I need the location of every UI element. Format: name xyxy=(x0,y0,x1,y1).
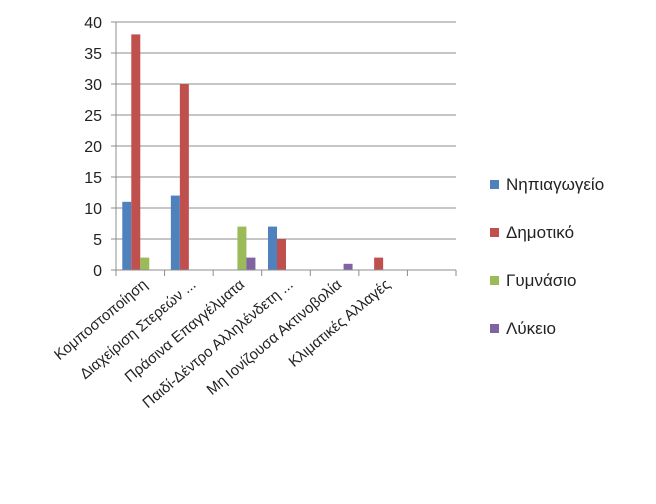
y-tick-label: 5 xyxy=(93,232,102,249)
y-tick-label: 0 xyxy=(93,263,102,280)
legend-swatch xyxy=(490,180,499,189)
bar xyxy=(170,195,180,270)
bar xyxy=(131,34,141,271)
legend-swatch xyxy=(490,228,499,237)
bar xyxy=(268,226,277,270)
bar xyxy=(374,257,384,270)
bar xyxy=(277,239,286,270)
y-tick-label: 30 xyxy=(84,77,102,94)
legend-swatch xyxy=(490,324,499,333)
bar xyxy=(237,226,247,270)
bar xyxy=(122,201,132,270)
bar xyxy=(140,257,150,270)
bars xyxy=(122,34,384,271)
y-tick-label: 40 xyxy=(84,15,102,32)
y-tick-label: 25 xyxy=(84,108,102,125)
bar xyxy=(246,257,256,270)
legend: Νηπιαγωγείο Δημοτικό Γυμνάσιο Λύκειο xyxy=(490,175,604,338)
y-tick-labels: 0 5 10 15 20 25 30 35 40 xyxy=(84,15,102,280)
y-tick-label: 10 xyxy=(84,201,102,218)
legend-label: Γυμνάσιο xyxy=(506,271,577,290)
gridlines xyxy=(116,21,456,240)
bar xyxy=(179,84,189,270)
bar xyxy=(343,263,353,270)
legend-swatch xyxy=(490,276,499,285)
legend-label: Δημοτικό xyxy=(506,223,574,242)
y-tick-label: 15 xyxy=(84,170,102,187)
y-tick-label: 20 xyxy=(84,139,102,156)
y-tick-label: 35 xyxy=(84,46,102,63)
legend-label: Νηπιαγωγείο xyxy=(506,175,604,194)
legend-label: Λύκειο xyxy=(506,319,556,338)
axes xyxy=(111,21,457,276)
